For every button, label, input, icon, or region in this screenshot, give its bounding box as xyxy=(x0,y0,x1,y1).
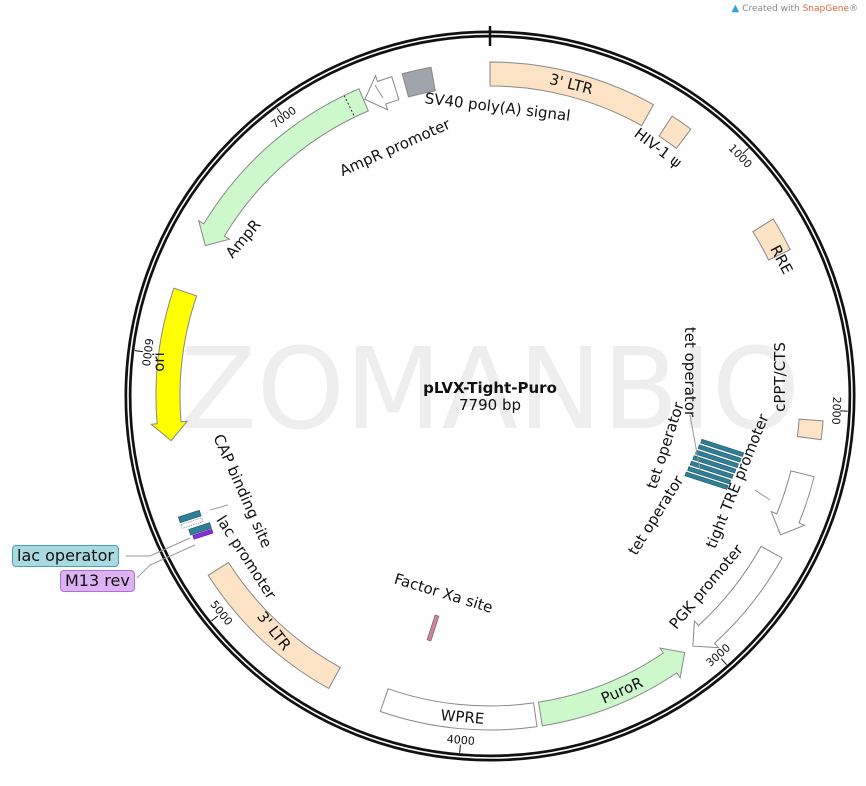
feature-ampr[interactable] xyxy=(197,88,369,247)
tick-mark xyxy=(211,615,219,622)
label-factor-xa-site[interactable]: Factor Xa site xyxy=(392,570,495,617)
feature-ampr-promoter[interactable] xyxy=(364,74,400,111)
label-cppt-cts[interactable]: cPPT/CTS xyxy=(771,342,789,412)
leader-lines xyxy=(126,84,771,579)
tick-mark xyxy=(742,147,749,155)
feature-3-ltr[interactable] xyxy=(207,561,341,690)
small-features xyxy=(177,438,745,642)
features xyxy=(149,61,824,731)
label-lac-operator[interactable]: lac operator xyxy=(12,545,119,567)
feature-3-ltr[interactable] xyxy=(489,61,655,127)
tet-operator-mark[interactable] xyxy=(687,466,732,485)
ampr-signal-divider xyxy=(343,95,356,118)
tet-operator-mark[interactable] xyxy=(684,471,729,490)
label-ampr-promoter[interactable]: AmpR promoter xyxy=(337,115,454,180)
feature-cppt-cts[interactable] xyxy=(796,418,824,441)
snapgene-logo-icon: ▲ xyxy=(731,3,740,14)
plasmid-length: 7790 bp xyxy=(459,396,521,414)
tet-operator-mark[interactable] xyxy=(695,449,739,468)
tet-operator-mark[interactable] xyxy=(689,460,734,479)
feature-sv40-poly-a-signal[interactable] xyxy=(401,66,436,98)
label-rre[interactable]: RRE xyxy=(766,242,796,277)
tick-label: 4000 xyxy=(446,733,475,748)
tet-operator-mark[interactable] xyxy=(692,455,737,474)
feature-puror[interactable] xyxy=(537,647,686,727)
feature-hiv-1[interactable] xyxy=(658,115,692,150)
tet-operator-mark[interactable] xyxy=(697,444,742,463)
label-m13-rev[interactable]: M13 rev xyxy=(60,570,135,592)
tet-operator-group xyxy=(684,438,745,490)
feature-rre[interactable] xyxy=(752,218,791,261)
feature-tight-tre-promoter[interactable] xyxy=(770,470,815,536)
tick-mark xyxy=(134,350,143,353)
lac-region xyxy=(177,509,214,540)
plasmid-name: pLVX-Tight-Puro xyxy=(423,379,557,397)
label-wpre[interactable]: WPRE xyxy=(440,706,485,728)
factor-xa-site-mark[interactable] xyxy=(426,614,440,642)
watermark: ZOMANBIO xyxy=(180,325,800,455)
tick-mark xyxy=(720,658,727,666)
tick-mark xyxy=(276,107,283,115)
feature-ori[interactable] xyxy=(149,287,198,442)
tick-label: 2000 xyxy=(829,396,843,425)
snapgene-credit: ▲ Created with SnapGene® xyxy=(731,3,858,14)
feature-pgk-promoter[interactable] xyxy=(692,545,783,649)
tet-operator-mark[interactable] xyxy=(700,438,745,458)
feature-wpre[interactable] xyxy=(379,688,538,731)
tick-mark xyxy=(459,744,461,753)
backbone-ring xyxy=(124,26,856,762)
label-ori[interactable]: ori xyxy=(150,352,168,372)
tick-label: 6000 xyxy=(139,338,155,367)
cap-binding-site-mark[interactable] xyxy=(177,509,202,524)
label-tet-operator-1[interactable]: tet operator xyxy=(681,327,699,418)
m13-rev-mark[interactable] xyxy=(192,528,214,540)
lac-operator-mark[interactable] xyxy=(188,522,212,536)
